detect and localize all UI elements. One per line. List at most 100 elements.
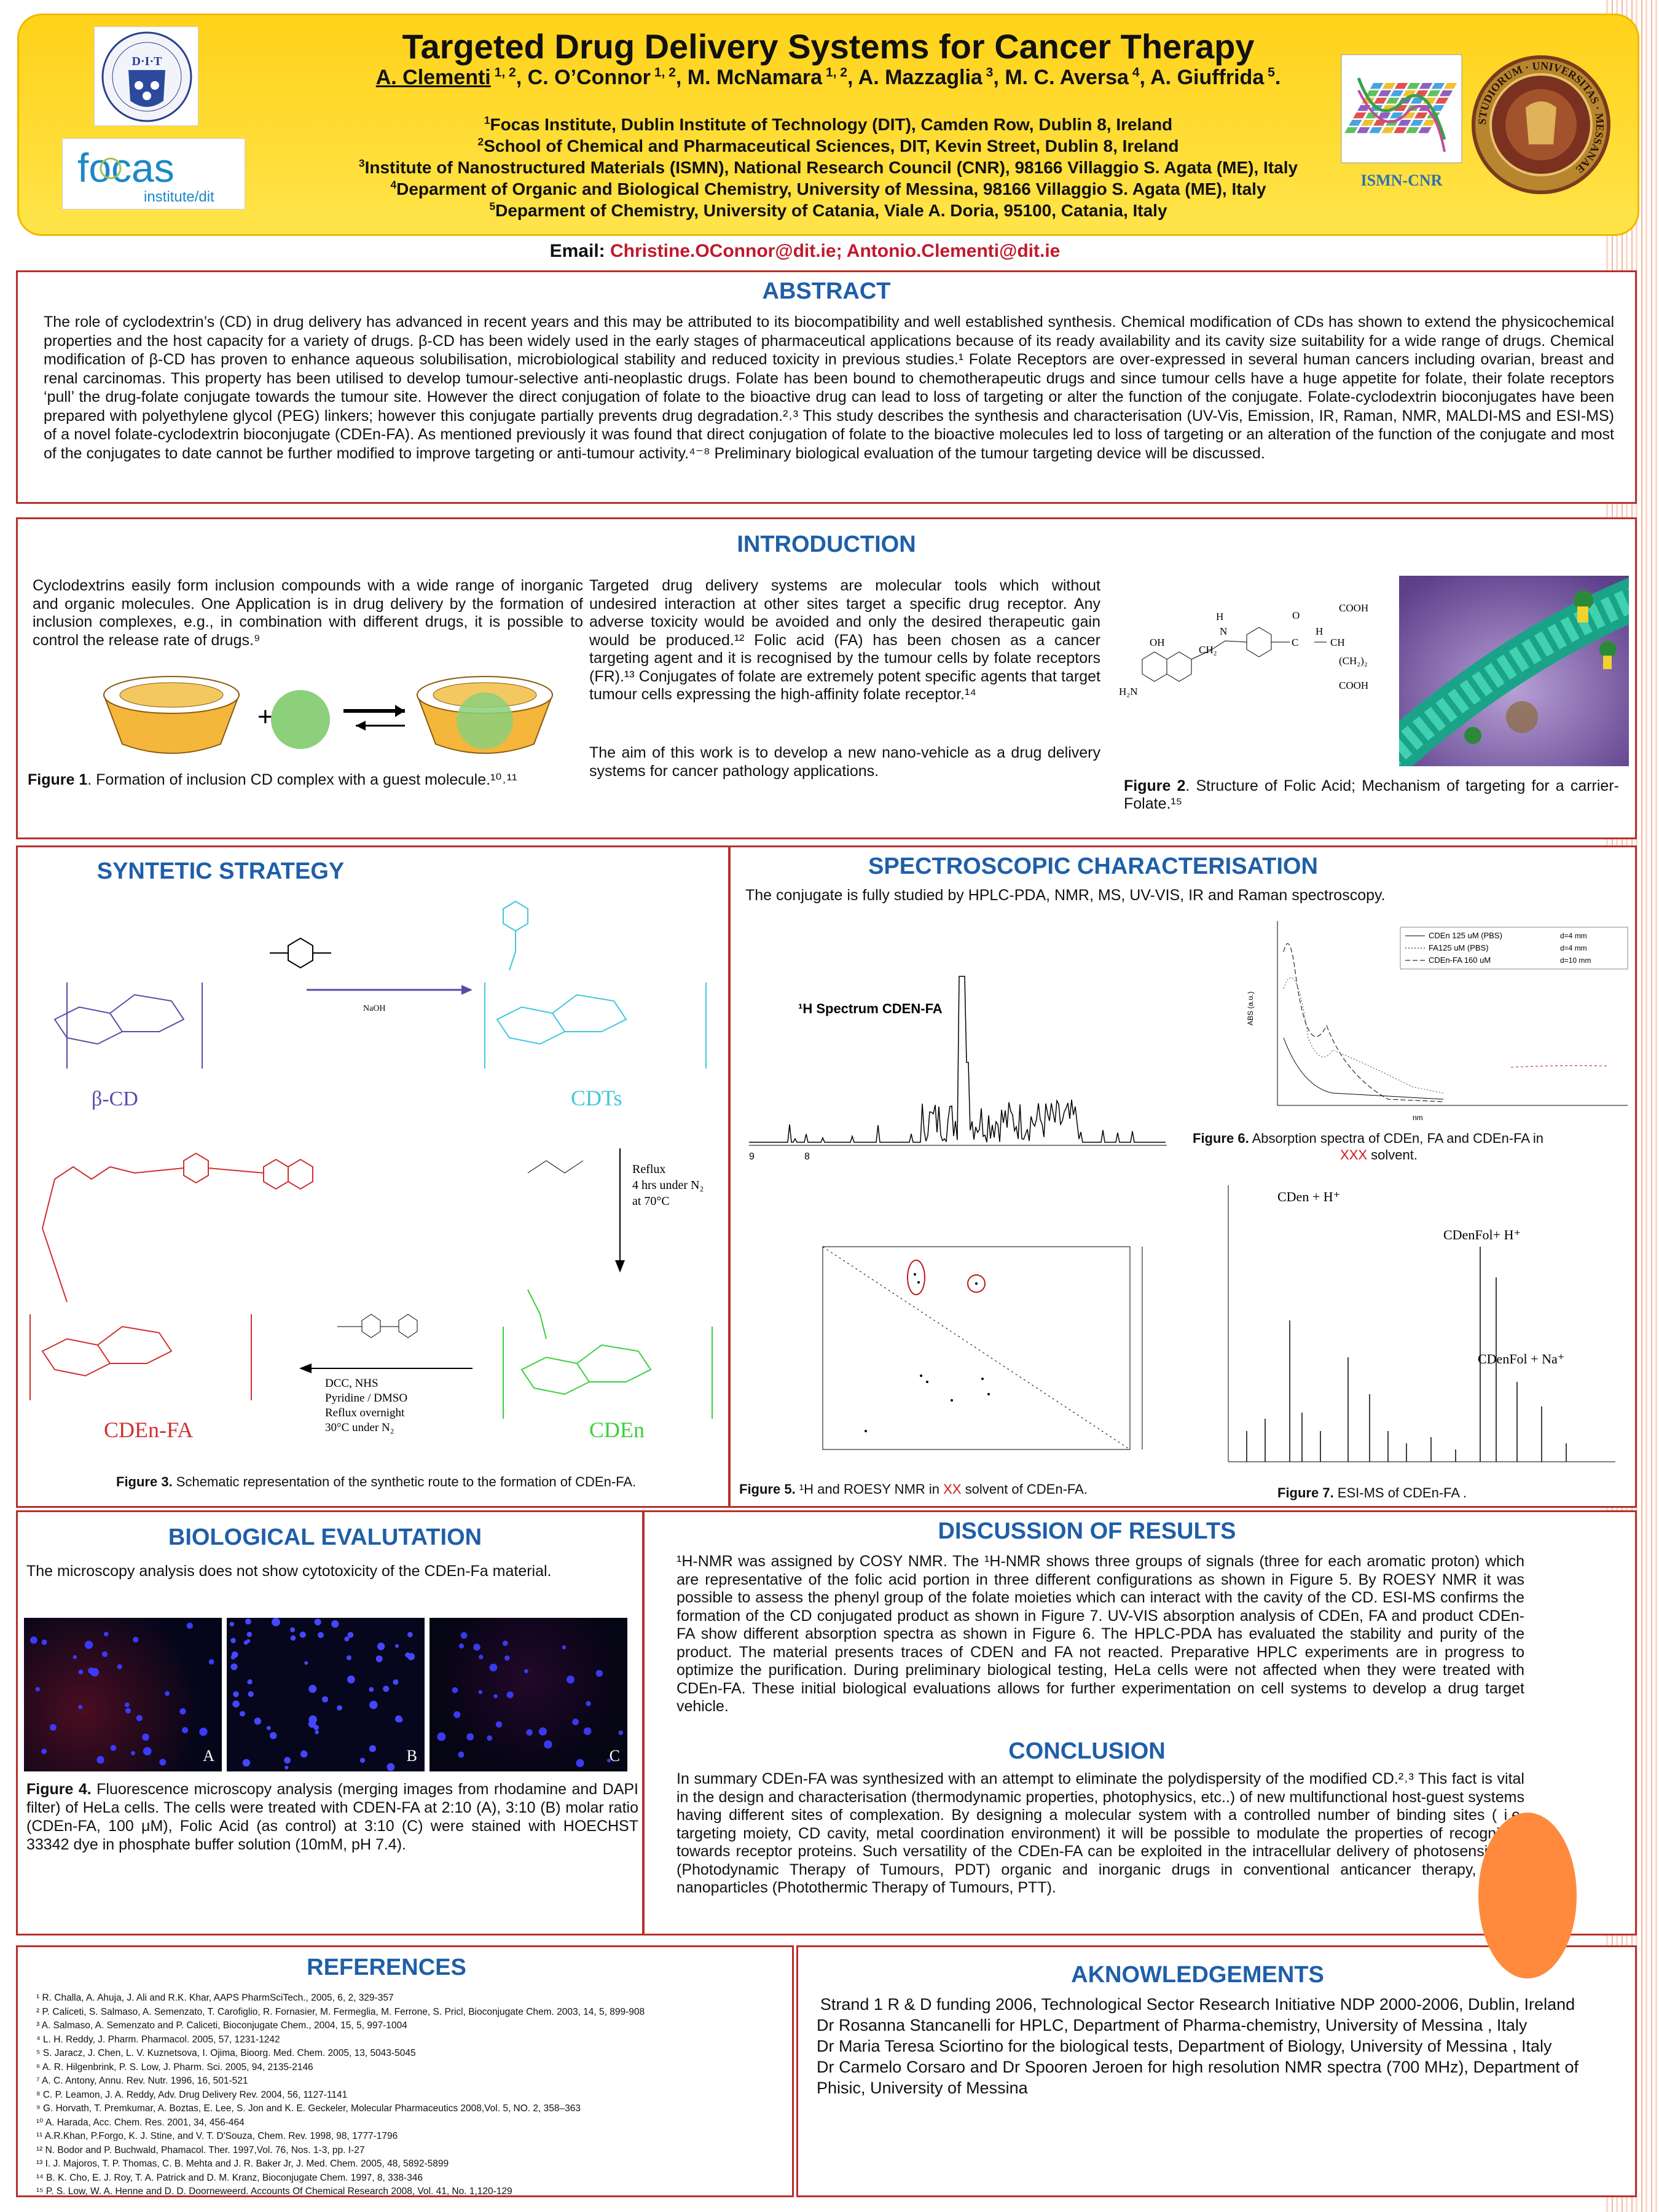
logo-grid-cell [1370, 82, 1384, 89]
references-list: ¹ R. Challa, A. Ahuja, J. Ali and R.K. K… [36, 1991, 786, 2199]
label-cden: CDEn [589, 1418, 645, 1442]
author-separator: , [1139, 66, 1151, 89]
cell-nucleus [460, 1632, 468, 1639]
cell-nucleus [125, 1708, 131, 1714]
ms-label-cdenfol-h: CDenFol+ H⁺ [1443, 1227, 1521, 1242]
author-separator: , [516, 66, 528, 89]
figure6-caption: Figure 6. Absorption spectra of CDEn, FA… [1193, 1130, 1617, 1163]
logo-grid-cell [1439, 90, 1453, 96]
cell-nucleus [179, 1708, 186, 1715]
reference-item: ⁵ S. Jaracz, J. Chen, L. V. Kuznetsova, … [36, 2048, 416, 2058]
synthetic-strategy-heading: SYNTETIC STRATEGY [96, 858, 345, 884]
author-affiliation-marker: 1, 2 [650, 65, 676, 80]
cell-nucleus [567, 1675, 575, 1684]
discussion-heading: DISCUSSION OF RESULTS [938, 1518, 1236, 1544]
fa-label-oh: OH [1150, 637, 1165, 648]
fa-label-ch: CH [1330, 637, 1345, 648]
esi-ms-spectrum: CDen + H⁺ CDenFol+ H⁺ CDenFol + Na⁺ [1198, 1173, 1622, 1474]
cell-nucleus [466, 1733, 474, 1741]
cell-nucleus [290, 1627, 295, 1633]
logo-grid-cell [1427, 90, 1441, 96]
cell-nucleus [452, 1687, 458, 1693]
reflux-line2: 4 hrs under N₂ [632, 1179, 704, 1192]
label-naoh: NaOH [363, 1004, 386, 1013]
logo-grid-cell [1378, 90, 1392, 96]
cell-nucleus [240, 1711, 245, 1717]
cell-nucleus [101, 1651, 108, 1657]
cell-nucleus [583, 1727, 592, 1735]
reference-item: ⁹ G. Horvath, T. Premkumar, A. Boztas, E… [36, 2103, 581, 2114]
microscopy-panel-a-label: A [203, 1747, 214, 1765]
cell-nucleus [254, 1717, 262, 1725]
cell-nucleus [375, 1655, 383, 1663]
figure2-label: Figure 2 [1124, 777, 1186, 794]
fa-label-n: N [1220, 626, 1227, 637]
conditions-line1: DCC, NHS [325, 1377, 378, 1390]
cell-nucleus [562, 1645, 567, 1650]
abs-legend-3: CDEn-FA 160 uM [1429, 955, 1491, 965]
author-affiliation-marker: 1, 2 [490, 65, 516, 80]
reference-item: ⁶ A. R. Hilgenbrink, P. S. Low, J. Pharm… [36, 2061, 313, 2073]
logo-grid-cell [1389, 112, 1403, 119]
microscopy-panel-c-label: C [609, 1747, 620, 1765]
cell-nucleus [159, 1759, 167, 1766]
cell-nucleus [300, 1750, 308, 1758]
affiliation-text: Deparment of Chemistry, University of Ca… [495, 201, 1167, 220]
focas-logo: focas institute/dit [62, 138, 245, 210]
author-separator: , [993, 66, 1005, 89]
reference-item: ¹³ I. J. Majoros, T. P. Thomas, C. B. Me… [36, 2159, 449, 2169]
discussion-panel: DISCUSSION OF RESULTS ¹H-NMR was assigne… [643, 1510, 1637, 1936]
cell-nucleus [124, 1702, 130, 1708]
affiliation-line: 5Deparment of Chemistry, University of C… [19, 200, 1637, 221]
ack-line-1: Strand 1 R & D funding 2006, Technologic… [820, 1995, 1575, 2014]
logo-grid-cell [1349, 120, 1362, 126]
cell-nucleus [133, 1636, 139, 1643]
cell-nucleus [165, 1691, 170, 1696]
reference-item: ¹ R. Challa, A. Ahuja, J. Ali and R.K. K… [36, 1993, 394, 2003]
university-of-messina-seal: STUDIORUM · UNIVERSITAS · MESSANAE [1470, 52, 1612, 197]
svg-text:9: 9 [749, 1151, 755, 1162]
logo-grid-cell [1406, 127, 1419, 133]
cell-nucleus [504, 1655, 510, 1661]
cell-nucleus [347, 1655, 351, 1660]
cell-nucleus [524, 1669, 528, 1674]
reference-item: ³ A. Salmaso, A. Semenzato and P. Calice… [36, 2020, 407, 2031]
reference-item: ⁷ A. C. Antony, Annu. Rev. Nutr. 1996, 1… [36, 2076, 248, 2086]
cell-nucleus [315, 1730, 319, 1735]
figure5-label: Figure 5. [739, 1481, 796, 1497]
logo-grid-cell [1373, 97, 1387, 104]
logo-grid-cell [1410, 97, 1424, 104]
figure6-solvent-placeholder: XXX [1340, 1147, 1368, 1163]
abs-ylabel: ABS (a.u.) [1246, 992, 1255, 1026]
cell-nucleus [199, 1727, 208, 1736]
email-link[interactable]: Christine.OConnor@dit.ie; Antonio.Clemen… [610, 241, 1061, 261]
email-label: Email: [549, 241, 605, 261]
cell-nucleus [186, 1622, 193, 1629]
logo-grid-cell [1431, 82, 1445, 89]
figure6-caption-tail: solvent. [1367, 1147, 1418, 1163]
cell-nucleus [233, 1691, 239, 1698]
cell-nucleus [607, 1759, 611, 1763]
acknowledgements-panel: AKNOWLEDGEMENTS Strand 1 R & D funding 2… [796, 1945, 1637, 2197]
figure2-caption: Figure 2. Structure of Folic Acid; Mecha… [1124, 777, 1619, 813]
figure7-label: Figure 7. [1277, 1485, 1334, 1500]
introduction-col2-aim: The aim of this work is to develop a new… [589, 744, 1100, 780]
author-name: A. Clementi [375, 66, 491, 89]
introduction-col2-text: Targeted drug delivery systems are molec… [589, 577, 1100, 703]
logo-grid-cell [1422, 120, 1436, 126]
cell-nucleus [538, 1727, 547, 1736]
cell-nucleus [395, 1644, 399, 1648]
cell-nucleus [242, 1759, 251, 1767]
biological-heading: BIOLOGICAL EVALUTATION [168, 1524, 482, 1550]
affiliation-number: 5 [489, 200, 496, 213]
logo-grid-cell [1357, 127, 1370, 133]
logo-grid-cell [1377, 112, 1391, 119]
author-affiliation-marker: 4 [1128, 65, 1140, 80]
cell-nucleus [84, 1641, 93, 1649]
cell-nucleus [78, 1704, 83, 1709]
introduction-col1-text: Cyclodextrins easily form inclusion comp… [33, 577, 583, 649]
cell-nucleus [595, 1669, 603, 1677]
cell-nucleus [78, 1669, 84, 1674]
reference-item: ⁸ C. P. Leamon, J. A. Reddy, Adv. Drug D… [36, 2089, 348, 2100]
cell-nucleus [90, 1668, 99, 1677]
